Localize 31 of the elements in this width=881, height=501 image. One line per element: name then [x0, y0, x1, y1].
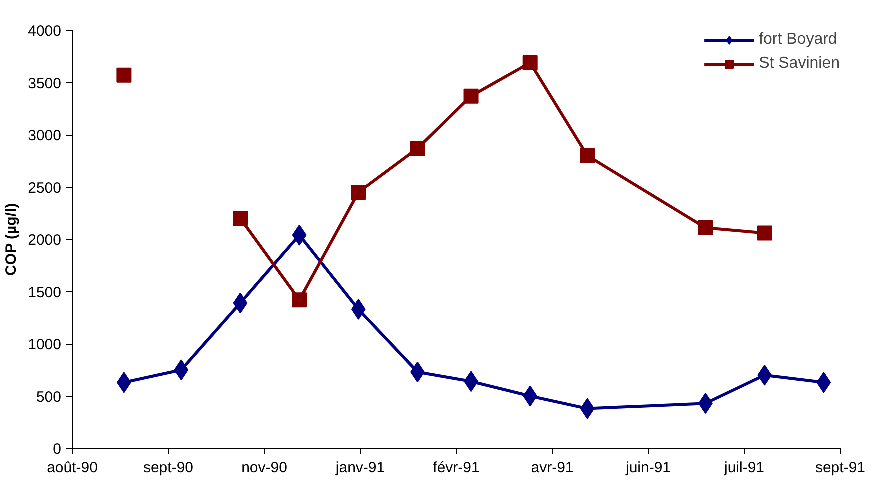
- legend-label: St Savinien: [759, 55, 840, 73]
- y-tick-label: 500: [36, 388, 62, 406]
- y-tick-label: 4000: [28, 23, 62, 40]
- x-tick-label: sept-91: [815, 460, 866, 476]
- y-tick-label: 1000: [28, 336, 62, 354]
- y-tick-label: 3000: [28, 128, 62, 144]
- legend-label: fort Boyard: [759, 31, 838, 49]
- point: [410, 141, 426, 156]
- y-tick-label: 1500: [28, 284, 62, 302]
- point: [351, 184, 366, 200]
- point: [292, 292, 308, 308]
- point: [757, 226, 772, 241]
- point: [698, 220, 714, 236]
- y-tick-label: 3500: [28, 75, 62, 92]
- x-tick-label: juin-91: [624, 460, 672, 476]
- x-tick-label: juil-91: [723, 460, 765, 476]
- x-tick-label: avr-91: [531, 460, 574, 476]
- y-tick-label: 2000: [28, 232, 62, 249]
- point: [116, 68, 132, 83]
- point: [464, 88, 479, 104]
- y-tick-label: 0: [53, 441, 62, 458]
- x-tick-label: janv-91: [334, 460, 386, 476]
- y-tick-label: 2500: [28, 180, 62, 197]
- x-tick-label: sept-90: [143, 460, 194, 476]
- point: [522, 55, 538, 70]
- point: [580, 148, 596, 164]
- x-tick-label: nov-90: [242, 460, 288, 476]
- y-axis-title: COP (µg/l): [3, 203, 20, 276]
- x-tick-label: févr-91: [433, 460, 480, 476]
- x-tick-label: août-90: [47, 460, 98, 476]
- point: [233, 211, 248, 226]
